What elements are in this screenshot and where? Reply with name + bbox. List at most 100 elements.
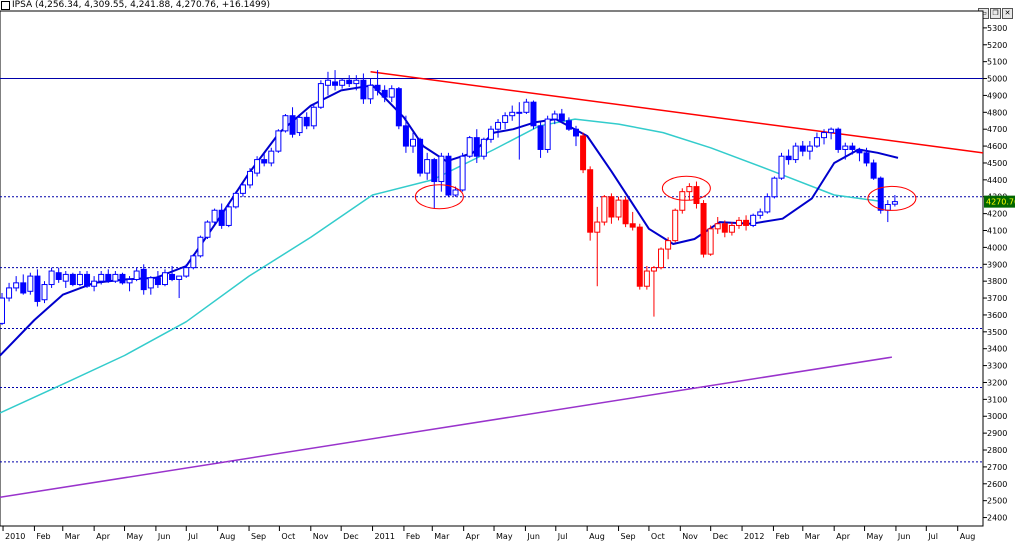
candle-body bbox=[275, 130, 282, 152]
candle-body bbox=[360, 79, 367, 100]
candle-body bbox=[622, 199, 629, 225]
candle-body bbox=[367, 84, 374, 100]
candle-body bbox=[0, 297, 5, 324]
candle-body bbox=[154, 277, 161, 286]
candle-body bbox=[147, 277, 154, 289]
x-tick-label: Jul bbox=[187, 532, 198, 541]
candle-body bbox=[62, 273, 69, 282]
candle-body bbox=[395, 88, 402, 127]
candle-body bbox=[530, 101, 537, 127]
candle-body bbox=[239, 184, 246, 194]
x-tick-label: Feb bbox=[36, 532, 50, 541]
y-tick-label: 4200 bbox=[987, 210, 1007, 219]
candle-body bbox=[672, 209, 679, 242]
candle-body bbox=[183, 267, 190, 277]
candle-body bbox=[197, 236, 204, 257]
x-tick-label: Aug bbox=[960, 532, 976, 541]
y-tick-label: 2800 bbox=[987, 446, 1007, 455]
y-tick-label: 5200 bbox=[987, 41, 1007, 50]
candle-body bbox=[643, 270, 650, 287]
candle-body bbox=[544, 118, 551, 150]
candle-body bbox=[828, 128, 835, 134]
candle-body bbox=[771, 177, 778, 198]
candle-body bbox=[884, 204, 891, 211]
candle-body bbox=[658, 248, 665, 269]
x-tick-label: 2011 bbox=[375, 532, 395, 541]
candle-body bbox=[572, 128, 579, 137]
candle-body bbox=[34, 275, 41, 302]
candle-body bbox=[743, 219, 750, 226]
candle-body bbox=[856, 148, 863, 154]
candle-body bbox=[459, 155, 466, 191]
x-tick-label: Nov bbox=[313, 532, 329, 541]
symbol-label: IPSA bbox=[12, 0, 33, 10]
y-tick-label: 3500 bbox=[987, 328, 1007, 337]
y-tick-label: 5300 bbox=[987, 24, 1007, 33]
candle-body bbox=[247, 170, 254, 186]
x-tick-label: Jul bbox=[557, 532, 568, 541]
candle-body bbox=[594, 221, 601, 233]
candle-body bbox=[346, 79, 353, 85]
candle-body bbox=[665, 240, 672, 250]
candle-body bbox=[98, 273, 105, 282]
candle-body bbox=[792, 145, 799, 161]
y-tick-label: 2700 bbox=[987, 463, 1007, 472]
candle-body bbox=[466, 137, 473, 157]
x-tick-label: Feb bbox=[406, 532, 420, 541]
y-tick-label: 4500 bbox=[987, 159, 1007, 168]
annotation-ellipse bbox=[414, 184, 464, 210]
candle-body bbox=[190, 255, 197, 269]
x-tick-label: 2012 bbox=[744, 532, 764, 541]
restore-icon[interactable]: ❐ bbox=[990, 8, 1001, 19]
x-tick-label: Nov bbox=[682, 532, 698, 541]
candle-body bbox=[13, 282, 20, 289]
y-tick-label: 3100 bbox=[987, 395, 1007, 404]
candle-body bbox=[523, 101, 530, 113]
y-tick-label: 2900 bbox=[987, 429, 1007, 438]
candle-body bbox=[324, 79, 331, 86]
symbol-checkbox-icon[interactable] bbox=[1, 1, 10, 10]
candle-body bbox=[764, 196, 771, 213]
candle-body bbox=[870, 162, 877, 179]
candle-body bbox=[353, 79, 360, 85]
candle-body bbox=[55, 272, 62, 280]
y-tick-label: 3200 bbox=[987, 378, 1007, 387]
x-tick-label: Aug bbox=[589, 532, 605, 541]
y-tick-label: 3400 bbox=[987, 345, 1007, 354]
x-tick-label: Jun bbox=[526, 532, 540, 541]
candle-body bbox=[410, 138, 417, 147]
candle-body bbox=[69, 273, 76, 286]
candle-body bbox=[282, 115, 289, 132]
y-tick-label: 4000 bbox=[987, 243, 1007, 252]
y-tick-label: 3600 bbox=[987, 311, 1007, 320]
candle-body bbox=[587, 169, 594, 233]
candle-body bbox=[381, 89, 388, 98]
candle-body bbox=[303, 116, 310, 127]
candle-body bbox=[431, 159, 438, 183]
close-icon[interactable]: ✕ bbox=[1002, 8, 1013, 19]
candle-body bbox=[806, 145, 813, 152]
annotation-ellipse bbox=[867, 185, 917, 211]
candle-body bbox=[261, 159, 268, 164]
candle-body bbox=[714, 223, 721, 230]
x-tick-label: Dec bbox=[713, 532, 728, 541]
candle-body bbox=[813, 137, 820, 147]
y-tick-label: 3300 bbox=[987, 362, 1007, 371]
candle-body bbox=[679, 191, 686, 211]
candle-body bbox=[650, 267, 657, 272]
candle-body bbox=[6, 287, 13, 299]
candle-body bbox=[580, 135, 587, 171]
candle-body bbox=[558, 113, 565, 122]
candle-body bbox=[310, 106, 317, 127]
x-tick-label: Jul bbox=[927, 532, 938, 541]
candle-body bbox=[424, 159, 431, 174]
candle-body bbox=[636, 226, 643, 287]
last-price-badge bbox=[984, 195, 1015, 208]
candle-body bbox=[693, 186, 700, 204]
candle-body bbox=[608, 196, 615, 218]
candle-body bbox=[133, 270, 140, 280]
y-tick-label: 3700 bbox=[987, 294, 1007, 303]
y-tick-label: 2500 bbox=[987, 497, 1007, 506]
candle-body bbox=[112, 273, 119, 282]
